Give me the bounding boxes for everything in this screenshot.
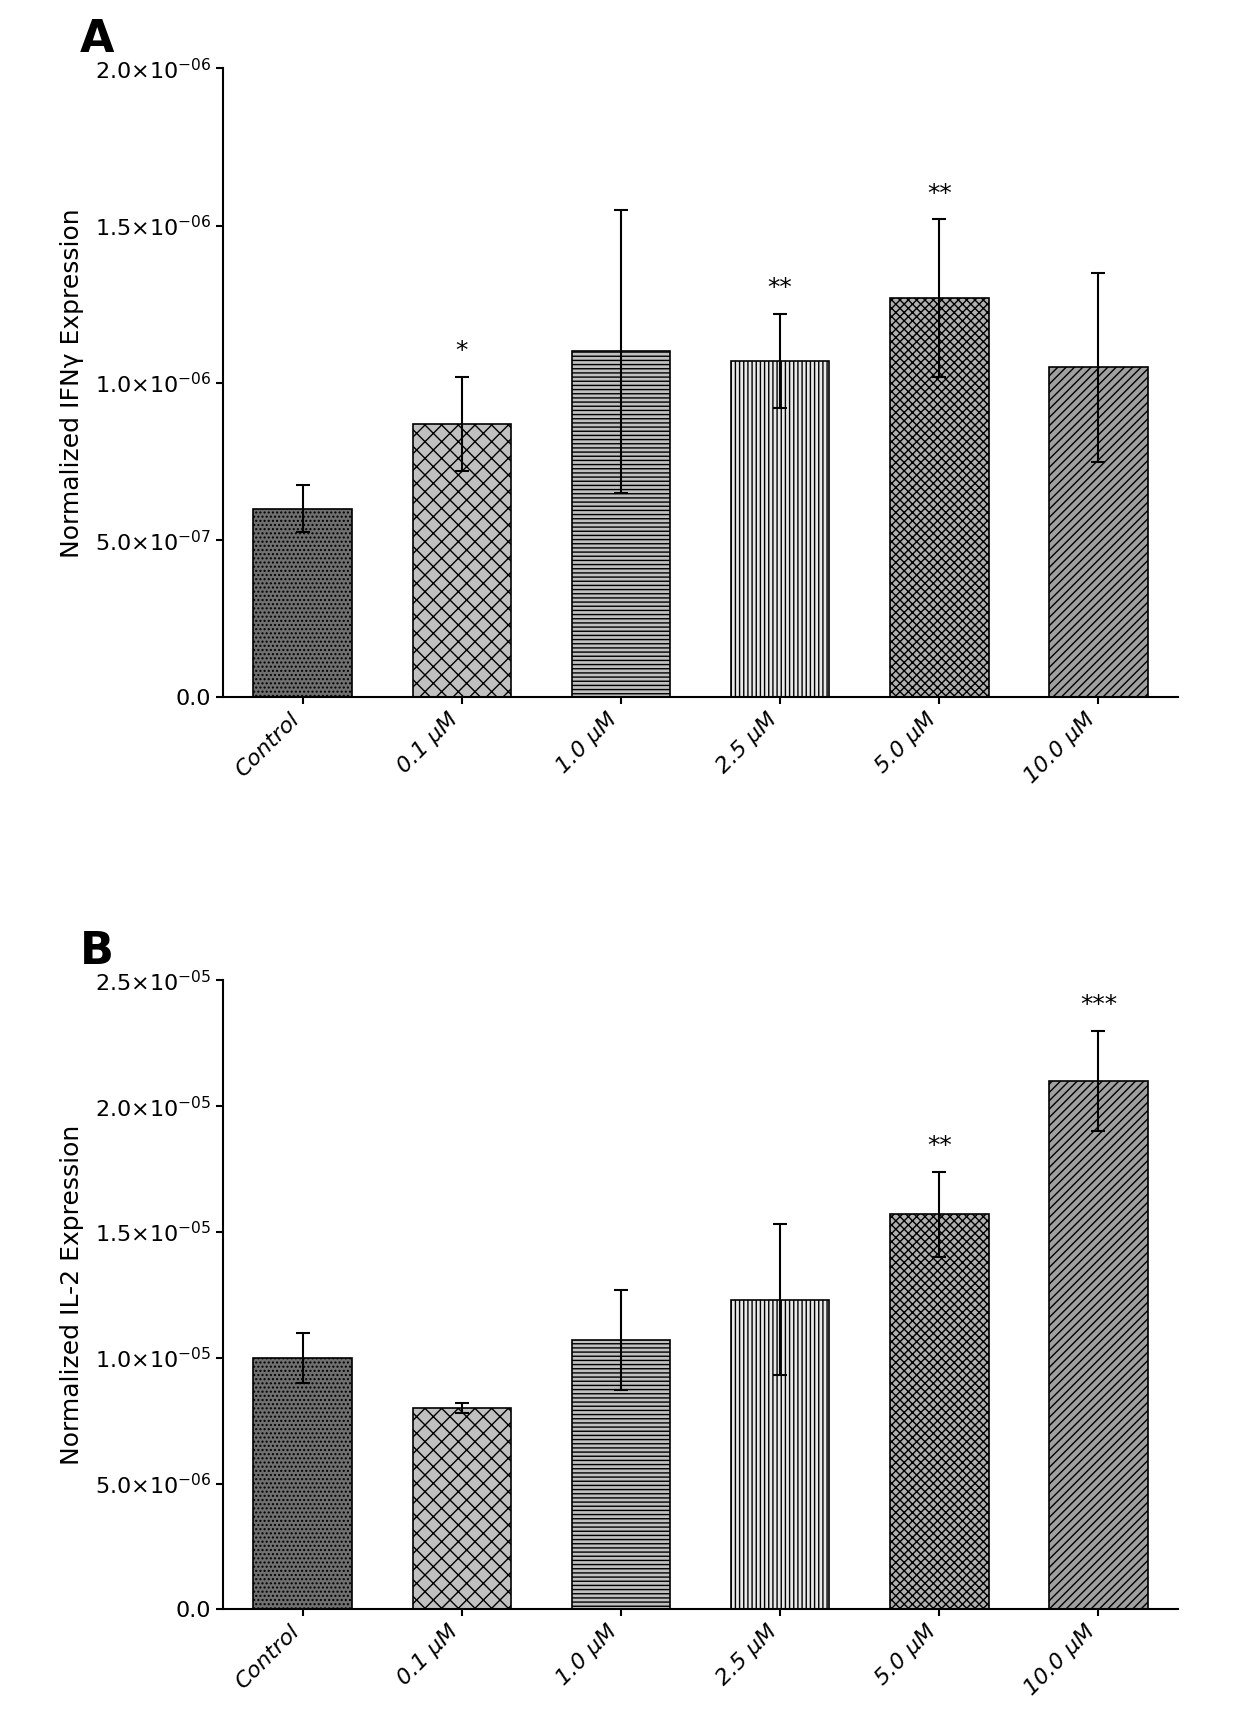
Text: **: **	[928, 1133, 951, 1157]
Bar	[890, 1214, 988, 1609]
Bar	[413, 1407, 511, 1609]
Bar	[253, 508, 352, 697]
Text: *: *	[456, 339, 467, 363]
Bar	[572, 1340, 671, 1609]
Text: **: **	[928, 181, 951, 205]
Bar	[890, 298, 988, 697]
Bar	[572, 351, 671, 697]
Bar	[730, 361, 830, 697]
Text: ***: ***	[1080, 993, 1117, 1017]
Bar	[730, 1299, 830, 1609]
Text: B: B	[79, 930, 114, 972]
Bar	[1049, 366, 1148, 697]
Text: A: A	[79, 19, 114, 62]
Bar	[413, 425, 511, 697]
Bar	[253, 1358, 352, 1609]
Y-axis label: Normalized IFNγ Expression: Normalized IFNγ Expression	[60, 209, 84, 558]
Y-axis label: Normalized IL-2 Expression: Normalized IL-2 Expression	[60, 1125, 84, 1465]
Text: **: **	[768, 276, 792, 300]
Bar	[1049, 1080, 1148, 1609]
